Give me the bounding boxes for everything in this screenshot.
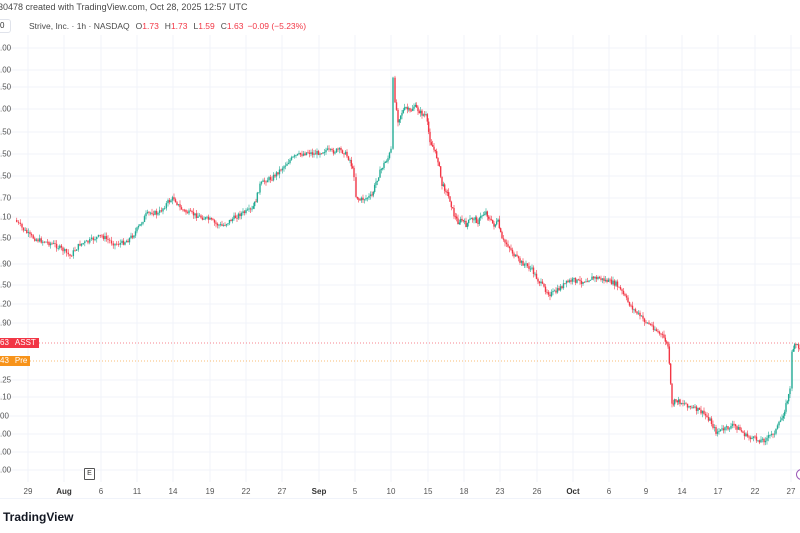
last-price-value: 63 <box>0 338 9 347</box>
price-axis-label: .90 <box>0 318 12 328</box>
time-axis-label: Aug <box>56 487 72 496</box>
axis-divider <box>0 498 800 499</box>
time-axis-label: 14 <box>168 487 178 496</box>
open-value: 1.73 <box>142 21 159 31</box>
time-axis-label: 10 <box>386 487 396 496</box>
earnings-marker-icon[interactable]: E <box>84 468 95 480</box>
close-value: 1.63 <box>226 21 244 31</box>
price-axis-label: .00 <box>0 447 12 457</box>
time-axis-label: 22 <box>241 487 251 496</box>
price-axis-label: .00 <box>0 43 12 53</box>
high-label: H <box>164 21 171 31</box>
time-axis-label: Sep <box>311 487 327 496</box>
time-axis-label: 6 <box>98 487 104 496</box>
price-axis-label: .50 <box>0 149 12 159</box>
symbol-legend: 0 Strive, Inc. · 1h · NASDAQ O 1.73 H 1.73… <box>0 19 306 33</box>
price-axis-label: .00 <box>0 65 12 75</box>
event-marker-icon[interactable] <box>796 469 800 480</box>
price-axis-label: .25 <box>0 375 12 385</box>
time-axis-label: 17 <box>713 487 723 496</box>
price-axis-label: .00 <box>0 429 12 439</box>
price-axis-label: .50 <box>0 127 12 137</box>
change-value: −0.09 (−5.23%) <box>247 21 307 31</box>
time-axis-label: 11 <box>132 487 142 496</box>
symbol-title[interactable]: Strive, Inc. · 1h · NASDAQ <box>29 21 130 31</box>
time-axis-label: 14 <box>677 487 687 496</box>
price-axis-label: 00 <box>0 411 9 421</box>
low-value: 1.59 <box>198 21 215 31</box>
time-axis-label: 27 <box>786 487 796 496</box>
time-axis-label: 18 <box>459 487 469 496</box>
time-axis-label: 22 <box>750 487 760 496</box>
close-label: C <box>220 21 227 31</box>
time-axis-label: 19 <box>205 487 215 496</box>
created-with-text: 30478 created with TradingView.com, Oct … <box>0 2 248 12</box>
price-axis-label: .00 <box>0 104 12 114</box>
symbol-logo-icon[interactable]: 0 <box>0 19 11 33</box>
price-axis-label: .70 <box>0 193 12 203</box>
premarket-label: Pre <box>14 356 28 365</box>
price-chart[interactable] <box>0 0 800 498</box>
time-axis-label: 26 <box>532 487 542 496</box>
price-axis-label: .50 <box>0 233 12 243</box>
time-axis-label: 27 <box>277 487 287 496</box>
open-label: O <box>135 21 143 31</box>
ticker-label: ASST <box>14 338 36 347</box>
time-axis-label: 6 <box>606 487 612 496</box>
time-axis-label: 23 <box>495 487 505 496</box>
price-axis-label: .20 <box>0 299 12 309</box>
premarket-price-tag: 43 Pre <box>0 356 31 366</box>
last-price-tag: 63 ASST <box>0 338 39 348</box>
time-axis-label: 15 <box>423 487 433 496</box>
price-axis-label: .10 <box>0 212 12 222</box>
price-axis-label: .50 <box>0 171 12 181</box>
price-axis-label: .10 <box>0 392 12 402</box>
time-axis-label: 5 <box>352 487 358 496</box>
price-axis-label: .00 <box>0 465 12 475</box>
high-value: 1.73 <box>170 21 188 31</box>
time-axis-label: Oct <box>566 487 580 496</box>
low-label: L <box>193 21 199 31</box>
price-axis-label: .50 <box>0 280 12 290</box>
time-axis-label: 9 <box>643 487 649 496</box>
price-axis-label: .50 <box>0 82 12 92</box>
tradingview-logo: TradingView <box>3 510 74 524</box>
premarket-price-value: 43 <box>0 356 9 365</box>
price-axis-label: .90 <box>0 259 12 269</box>
time-axis-label: 29 <box>23 487 33 496</box>
